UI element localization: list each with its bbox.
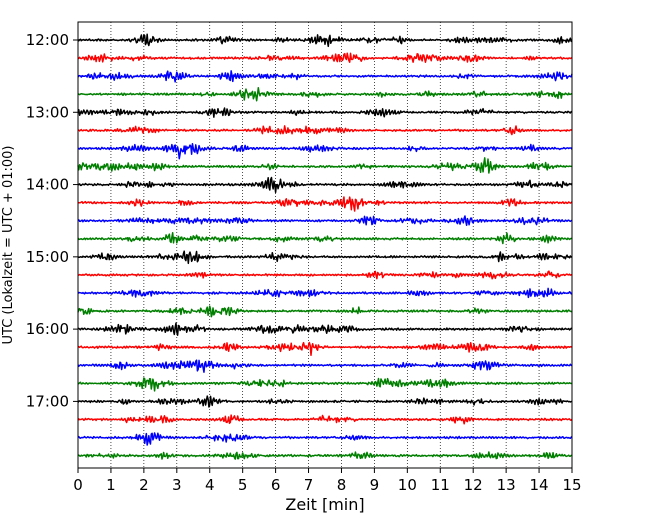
trace-0 xyxy=(77,33,573,48)
trace-2 xyxy=(77,70,573,83)
trace-4 xyxy=(77,107,573,118)
trace-9 xyxy=(77,196,573,212)
trace-22 xyxy=(77,432,573,446)
trace-21 xyxy=(77,414,573,425)
x-tick-label-6: 6 xyxy=(271,476,281,494)
trace-15 xyxy=(77,305,573,318)
x-tick-label-10: 10 xyxy=(398,476,417,494)
trace-23 xyxy=(77,451,573,460)
x-tick-label-5: 5 xyxy=(238,476,248,494)
x-axis-ticks: 0 1 2 3 4 5 6 7 8 9 10 11 12 13 14 15 xyxy=(73,468,582,494)
trace-10 xyxy=(77,215,573,226)
x-tick-label-7: 7 xyxy=(304,476,314,494)
y-tick-label-17:00: 17:00 xyxy=(26,392,69,410)
x-tick-label-4: 4 xyxy=(205,476,215,494)
trace-layer xyxy=(77,33,573,460)
x-tick-label-9: 9 xyxy=(370,476,380,494)
plot-frame xyxy=(77,21,573,469)
trace-18 xyxy=(77,359,573,373)
x-tick-label-2: 2 xyxy=(139,476,149,494)
x-tick-label-13: 13 xyxy=(497,476,516,494)
trace-1 xyxy=(77,52,573,63)
x-tick-label-14: 14 xyxy=(530,476,549,494)
trace-7 xyxy=(77,157,573,174)
trace-6 xyxy=(77,142,573,160)
x-tick-label-11: 11 xyxy=(431,476,450,494)
x-tick-label-3: 3 xyxy=(172,476,182,494)
x-tick-label-0: 0 xyxy=(73,476,83,494)
y-axis-ticks: 12:00 13:00 14:00 15:00 16:00 17:00 xyxy=(26,31,78,410)
trace-14 xyxy=(77,287,573,299)
trace-11 xyxy=(77,232,573,245)
y-tick-label-12:00: 12:00 xyxy=(26,31,69,49)
x-axis-label: Zeit [min] xyxy=(285,495,364,514)
trace-13 xyxy=(77,270,573,280)
x-tick-label-15: 15 xyxy=(562,476,581,494)
y-tick-label-14:00: 14:00 xyxy=(26,176,69,194)
y-tick-label-16:00: 16:00 xyxy=(26,320,69,338)
trace-19 xyxy=(77,377,573,392)
trace-17 xyxy=(77,341,573,357)
trace-5 xyxy=(77,125,573,136)
grid-layer xyxy=(110,22,540,468)
trace-12 xyxy=(77,250,573,265)
y-tick-label-15:00: 15:00 xyxy=(26,248,69,266)
y-tick-label-13:00: 13:00 xyxy=(26,103,69,121)
trace-16 xyxy=(77,322,573,336)
x-tick-label-1: 1 xyxy=(106,476,116,494)
trace-8 xyxy=(77,176,573,193)
x-tick-label-12: 12 xyxy=(464,476,483,494)
trace-20 xyxy=(77,395,573,408)
x-tick-label-8: 8 xyxy=(337,476,347,494)
y-axis-label: UTC (Lokalzeit = UTC + 01:00) xyxy=(1,146,16,345)
trace-3 xyxy=(77,86,573,102)
